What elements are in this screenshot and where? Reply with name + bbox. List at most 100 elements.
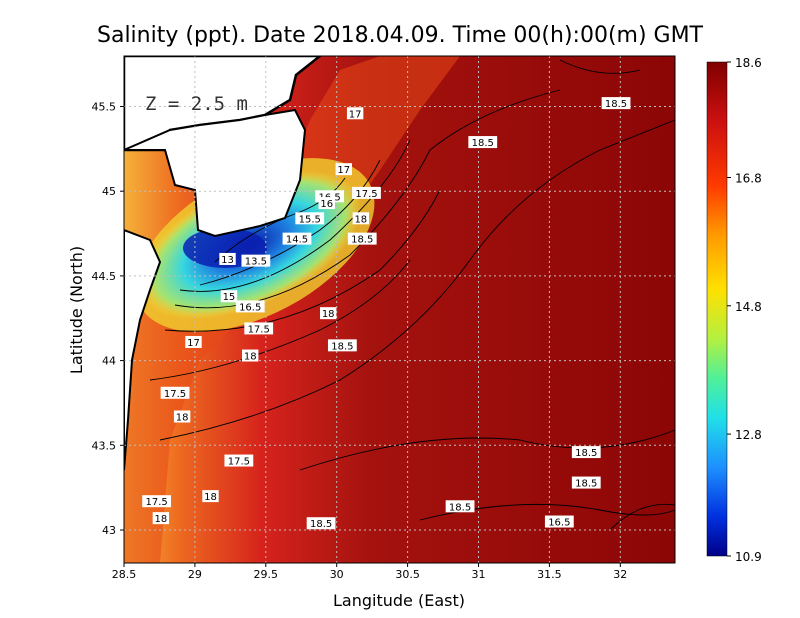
contour-label: 18 [352,212,370,225]
contour-label-text: 18 [176,413,189,424]
contour-label-text: 13.5 [245,257,267,268]
colorbar-ticks: 18.6 16.8 14.8 12.8 10.9 [727,56,762,564]
danube-delta [124,108,307,238]
contour-label-box [544,515,574,528]
x-tick-label: 32 [613,568,627,581]
contour-label-text: 18.5 [472,138,494,149]
contour-label-box [202,490,219,503]
contour-lines [149,59,675,531]
colorbar-tick-label: 12.8 [735,428,762,442]
contour-label: 18.5 [571,446,601,459]
plot-frame [123,55,676,564]
x-tick-label: 31.5 [537,568,562,581]
contour-label: 17 [185,335,202,349]
contour-label-text: 17.5 [228,457,250,468]
contour-label-text: 17 [187,338,200,349]
y-tick-label: 45 [102,185,116,198]
contour-label: 18.5 [306,517,336,530]
y-tick-label: 44.5 [92,270,117,283]
contour-label: 16.5 [544,515,574,529]
contour-label-box [346,107,364,120]
contour-label-text: 18.5 [351,235,373,246]
contour-label: 18 [319,307,337,320]
depth-annotation: Z = 2.5 m [145,93,248,115]
contour-label-box [160,386,190,399]
contour-label-text: 18 [244,352,257,363]
contour-label-box [185,335,202,348]
contour-labels: 17 18.5 18.5 17 17.5 16.5 16 18 15.5 14.5 18.5 13 13… [142,97,631,530]
contour-label: 14.5 [282,232,312,246]
x-axis: 28.5 29 29.5 30 30.5 31 31.5 32 [112,563,627,581]
contour-label-box [235,300,265,313]
contour-label-box [244,322,274,335]
chart-title: Salinity (ppt). Date 2018.04.09. Time 00… [97,23,704,48]
contour-label-text: 13 [221,255,234,266]
contour-label: 17 [335,163,352,176]
contour-label-box [282,232,312,245]
colorbar-tick-label: 10.9 [735,550,762,564]
contour-label-text: 18.5 [605,99,627,110]
contour-label-box [173,410,191,423]
contour-label: 13.5 [241,254,271,268]
y-axis: 43 43.5 44 44.5 45 45.5 [92,101,124,537]
contour-label-text: 17.5 [145,497,167,508]
contour-label: 15.5 [295,212,325,225]
contour-label: 17.5 [142,495,172,508]
contour-label: 18.5 [571,476,601,490]
contour-label: 18 [173,410,191,424]
contour-label-box [142,495,172,508]
contour-label-text: 17.5 [164,389,186,400]
colorbar-tick-label: 14.8 [735,300,762,314]
contour-label-text: 17 [337,165,350,176]
contour-label: 18 [152,512,170,525]
contour-label-text: 18.5 [575,448,597,459]
contour-label: 17.5 [244,322,274,335]
contour-label: 18.5 [347,232,377,246]
contour-label-box [445,500,475,513]
contour-label-text: 18 [322,309,335,320]
contour-label-text: 17.5 [248,324,270,335]
contour-label: 15 [220,290,238,303]
contour-label-box [352,186,381,199]
contour-label-text: 16 [320,199,333,210]
contour-label-box [601,97,631,110]
contour-label-text: 16.5 [548,518,570,529]
contour-label-box [242,349,259,362]
western-coast [124,228,162,471]
contour-label: 16 [318,197,335,210]
contour-label: 18 [242,349,259,363]
contour-label-box [327,339,357,352]
contour-label-text: 18 [204,492,217,503]
contour-label-text: 14.5 [286,235,308,246]
y-tick-label: 43 [102,524,116,537]
contour-label-text: 18.5 [575,479,597,490]
grid-lines [124,56,675,563]
contour-label: 18 [202,490,219,503]
contour-label-text: 18 [155,514,168,525]
contour-label-text: 17 [349,109,362,120]
contour-label-text: 15.5 [299,214,321,225]
contour-label: 17.5 [160,386,190,400]
contour-label-box [241,254,271,267]
contour-label: 17.5 [224,454,254,468]
contour-label: 18.5 [445,500,475,513]
contour-label-text: 18.5 [449,502,471,513]
contour-label-box [152,512,170,525]
colorbar-tick-label: 16.8 [735,171,762,185]
contour-label-box [571,446,601,459]
contour-label: 17 [346,107,364,120]
contour-label-box [319,307,337,320]
colorbar-tick-label: 18.6 [735,56,762,70]
colorbar [706,61,728,557]
contour-label-text: 17.5 [355,189,377,200]
contour-label-box [220,290,238,303]
contour-label: 16.5 [235,300,265,313]
y-tick-label: 44 [102,355,116,368]
contour-label: 18.5 [468,136,498,149]
contour-label-box [335,163,352,176]
contour-label: 18.5 [327,339,357,352]
contour-label-text: 18.5 [310,519,332,530]
contour-label-box [224,454,254,467]
contour-label: 18.5 [601,97,631,110]
